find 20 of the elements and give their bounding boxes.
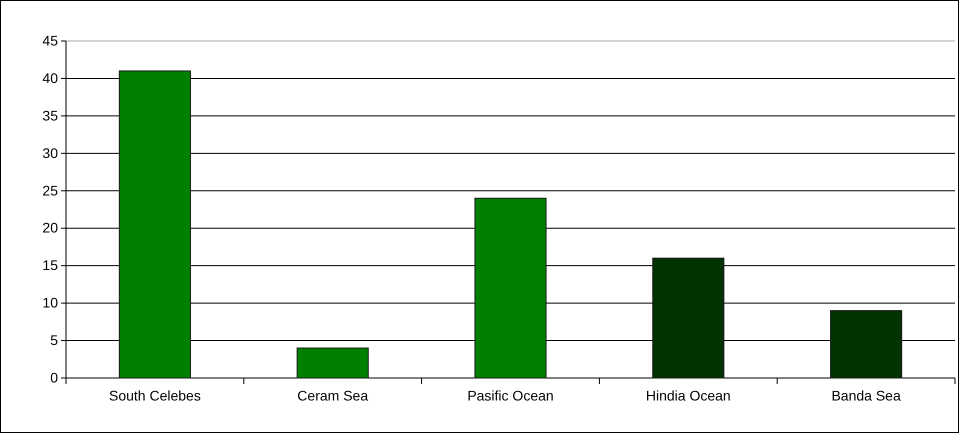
y-tick-label: 5	[50, 332, 58, 348]
x-tick-label: Pasific Ocean	[467, 388, 554, 404]
bar	[474, 198, 547, 378]
x-tick-label: Banda Sea	[831, 388, 901, 404]
x-tick-label: Ceram Sea	[297, 388, 368, 404]
x-tick-label: South Celebes	[108, 388, 201, 404]
bar	[830, 310, 902, 378]
y-tick-label: 45	[42, 32, 58, 48]
y-tick-label: 20	[42, 220, 58, 236]
bar	[652, 258, 724, 378]
y-tick-label: 15	[42, 257, 58, 274]
y-tick-label: 25	[42, 182, 58, 198]
x-tick-label: Hindia Ocean	[646, 388, 731, 404]
bar	[118, 70, 191, 378]
y-tick-label: 10	[42, 294, 58, 311]
y-tick-label: 0	[50, 369, 58, 386]
y-tick-label: 35	[42, 107, 58, 124]
bar	[296, 348, 369, 378]
y-tick-label: 30	[42, 144, 58, 161]
y-tick-label: 40	[42, 70, 58, 86]
